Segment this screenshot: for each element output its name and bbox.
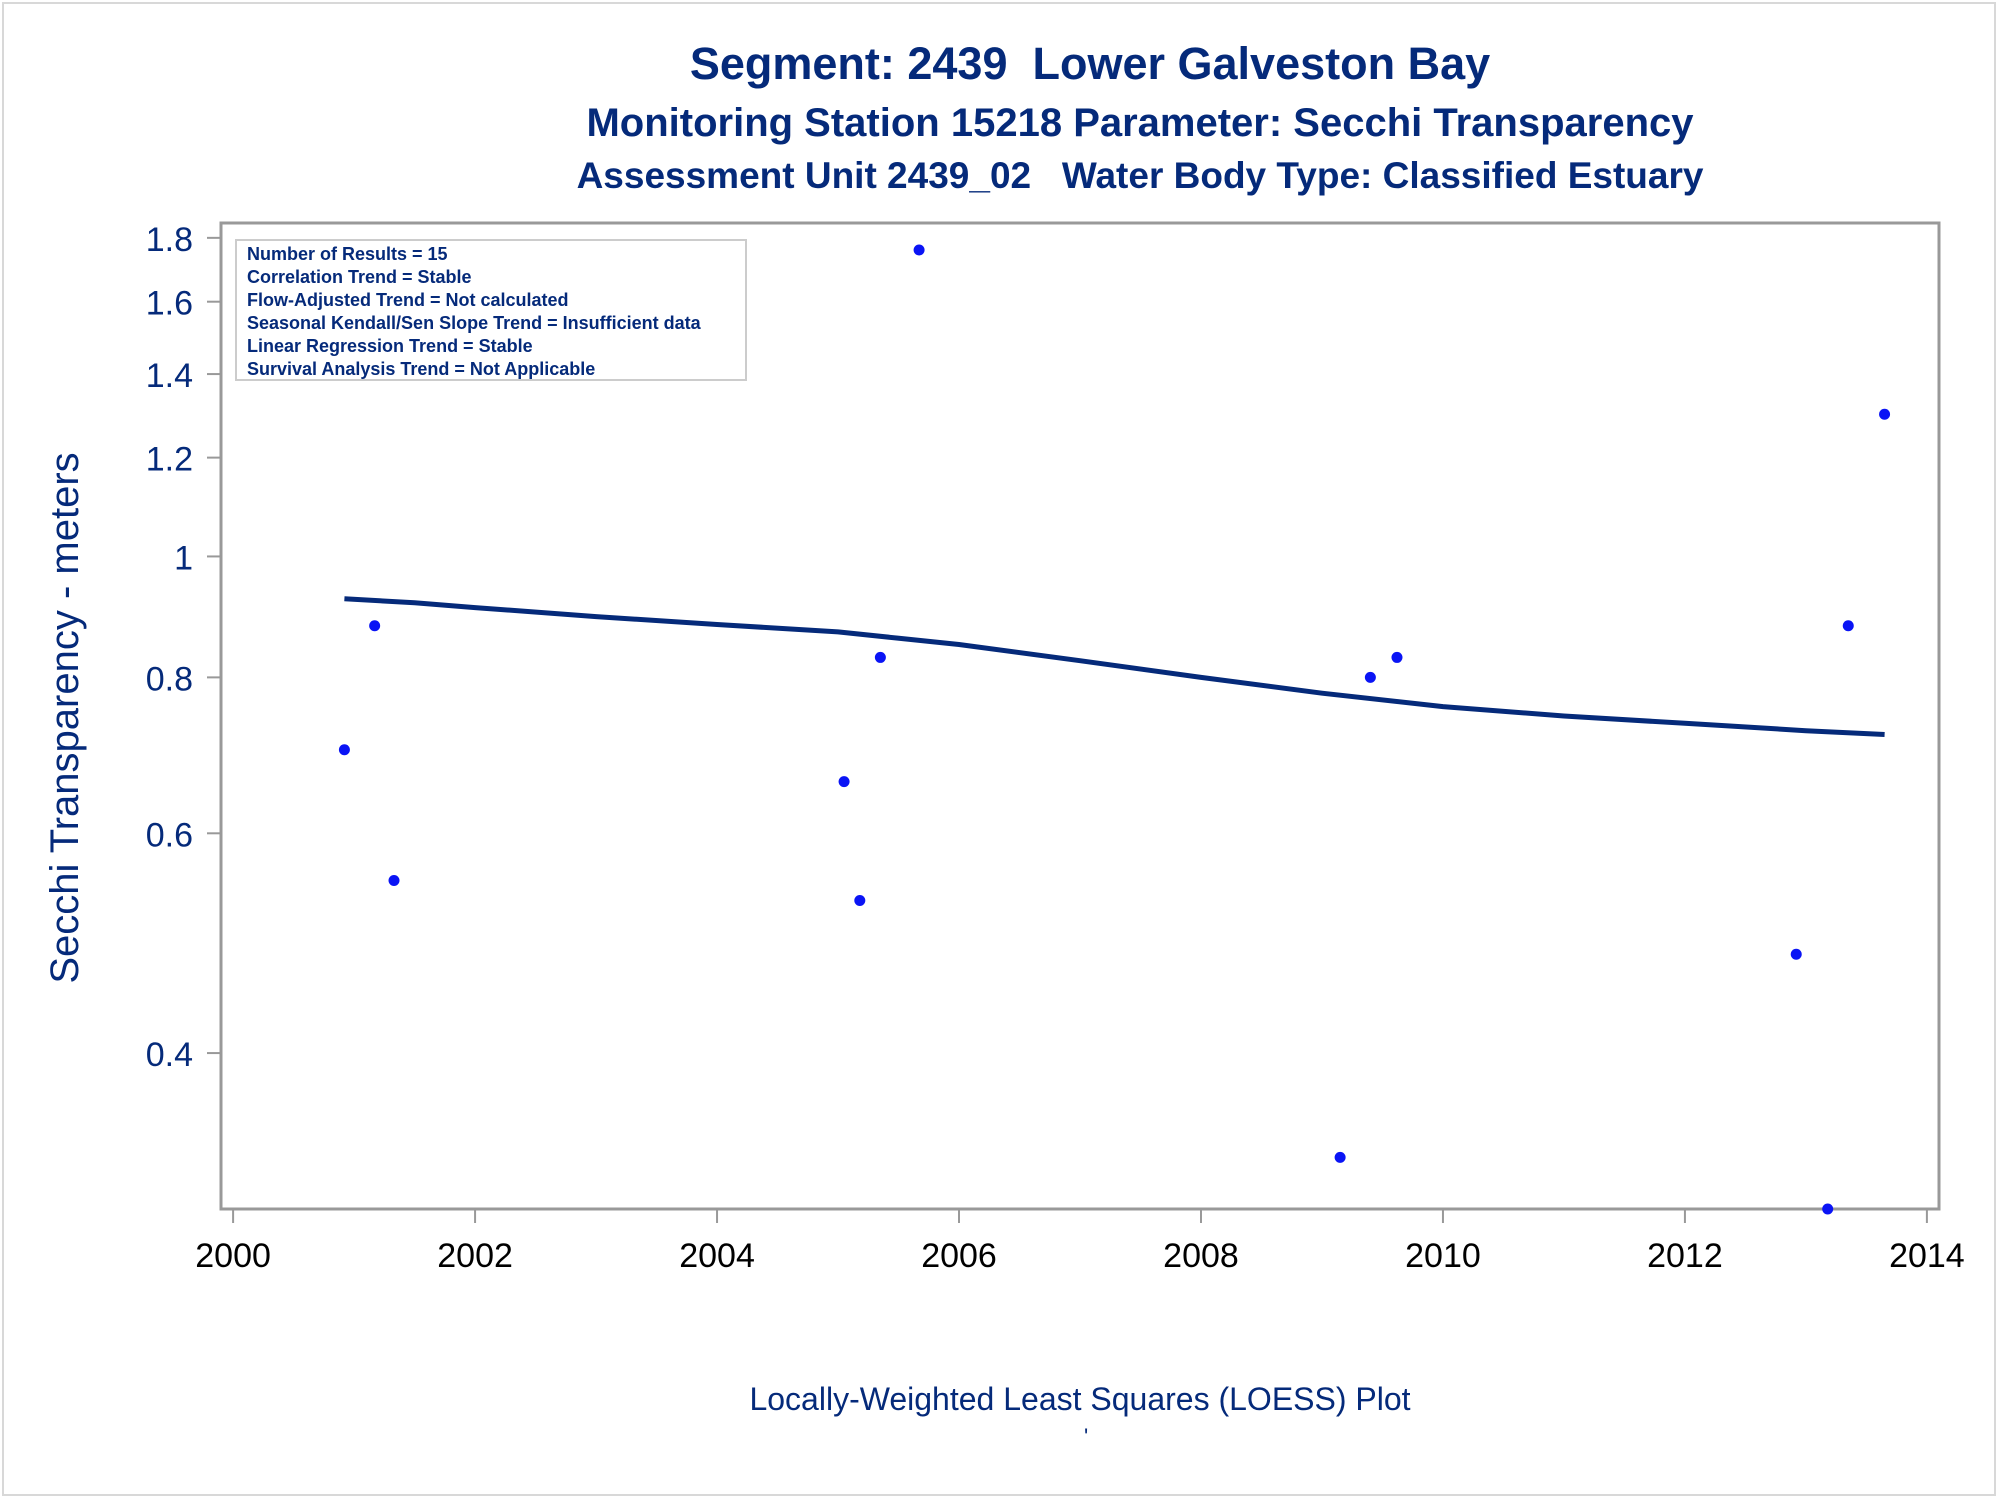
x-tick-label: 2008 bbox=[1163, 1237, 1239, 1275]
stats-line: Flow-Adjusted Trend = Not calculated bbox=[247, 290, 569, 310]
chart-subtitle-2: Assessment Unit 2439_02 Water Body Type:… bbox=[576, 155, 1704, 196]
data-point bbox=[874, 651, 886, 663]
data-point bbox=[369, 620, 381, 632]
data-point bbox=[1842, 620, 1854, 632]
x-tick-label: 2012 bbox=[1647, 1237, 1723, 1275]
x-tick-label: 2000 bbox=[195, 1237, 271, 1275]
y-tick-label: 1.4 bbox=[146, 357, 193, 395]
footnote-mark: ' bbox=[1084, 1424, 1089, 1449]
y-tick-label: 1.8 bbox=[146, 221, 193, 259]
data-point bbox=[388, 874, 400, 886]
x-tick-label: 2004 bbox=[679, 1237, 755, 1275]
y-tick-label: 0.6 bbox=[146, 816, 193, 854]
x-tick-label: 2014 bbox=[1889, 1237, 1965, 1275]
loess-layer bbox=[344, 596, 1885, 737]
data-point bbox=[854, 895, 866, 907]
stats-box-frame bbox=[235, 239, 747, 381]
data-point bbox=[913, 244, 925, 256]
y-axis-label: Secchi Transparency - meters bbox=[43, 452, 87, 983]
stats-box: Number of Results = 15 Correlation Trend … bbox=[235, 239, 747, 381]
chart-subtitle: Monitoring Station 15218 Parameter: Secc… bbox=[586, 101, 1694, 145]
x-tick-label: 2010 bbox=[1405, 1237, 1481, 1275]
data-point bbox=[838, 776, 850, 788]
y-tick-label: 1.6 bbox=[146, 285, 193, 323]
stats-line: Linear Regression Trend = Stable bbox=[247, 336, 533, 356]
points-layer bbox=[338, 244, 1891, 1215]
x-tick-label: 2002 bbox=[437, 1237, 513, 1275]
plot-area bbox=[219, 221, 1941, 1211]
y-tick-label: 1 bbox=[174, 539, 193, 577]
y-tick-label: 1.2 bbox=[146, 441, 193, 479]
data-point bbox=[1879, 408, 1891, 420]
y-tick-label: 0.4 bbox=[146, 1036, 193, 1074]
y-tick-label: 0.8 bbox=[146, 660, 193, 698]
data-point bbox=[1391, 651, 1403, 663]
loess-line bbox=[344, 596, 1885, 737]
x-tick-label: 2006 bbox=[921, 1237, 997, 1275]
data-point bbox=[1822, 1203, 1834, 1215]
stats-line: Survival Analysis Trend = Not Applicable bbox=[247, 359, 595, 379]
footnote: Locally-Weighted Least Squares (LOESS) P… bbox=[749, 1381, 1411, 1417]
stats-line: Correlation Trend = Stable bbox=[247, 267, 472, 287]
stats-line: Seasonal Kendall/Sen Slope Trend = Insuf… bbox=[247, 313, 702, 333]
data-point bbox=[338, 744, 350, 756]
x-axis: 2000 2002 2004 2006 2008 2010 2012 2014 bbox=[195, 1209, 1965, 1275]
y-axis: 0.4 0.6 0.8 1 1.2 1.4 1.6 1.8 bbox=[146, 221, 221, 1074]
data-point bbox=[1334, 1151, 1346, 1163]
chart-title: Segment: 2439 Lower Galveston Bay bbox=[689, 38, 1491, 89]
stats-line: Number of Results = 15 bbox=[247, 244, 448, 264]
data-point bbox=[1790, 948, 1802, 960]
data-point bbox=[1364, 671, 1376, 683]
